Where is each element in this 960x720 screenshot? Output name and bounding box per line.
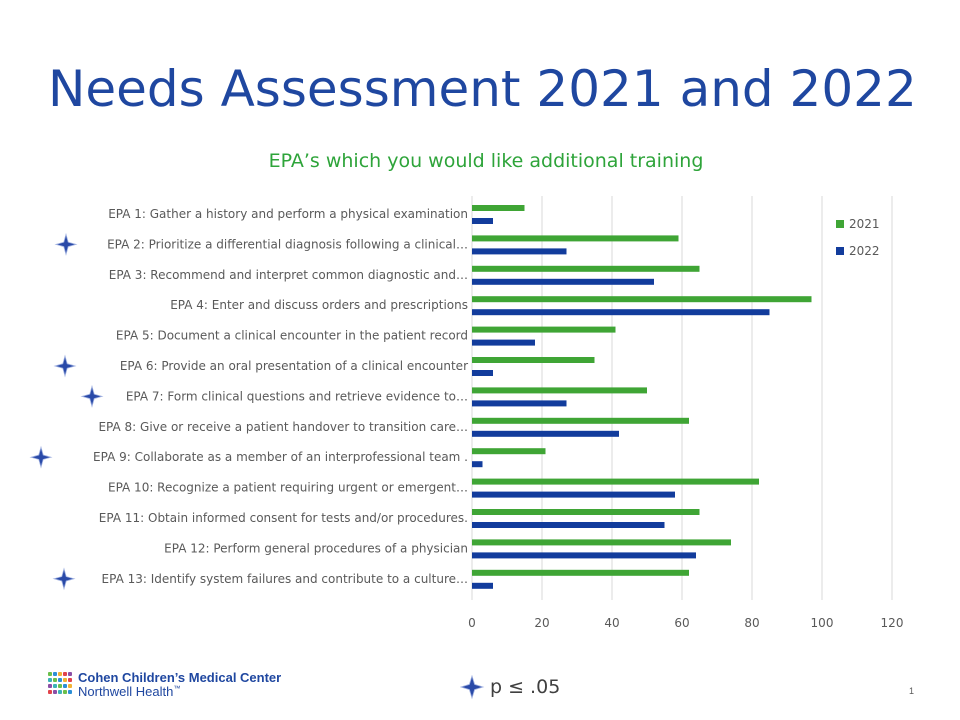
logo-dot [58, 678, 62, 682]
logo-dot [68, 672, 72, 676]
bar-2021 [472, 265, 700, 272]
bar-2022 [472, 218, 493, 224]
logo-dot [48, 678, 52, 682]
category-label: EPA 9: Collaborate as a member of an int… [93, 450, 468, 464]
x-tick-label: 0 [468, 616, 476, 630]
bar-2021 [472, 205, 525, 211]
category-labels: EPA 1: Gather a history and perform a ph… [93, 207, 468, 586]
significance-text: p ≤ .05 [490, 676, 561, 698]
category-label: EPA 11: Obtain informed consent for test… [99, 511, 468, 525]
category-label: EPA 13: Identify system failures and con… [102, 572, 468, 586]
logo-line1: Cohen Children’s Medical Center [78, 670, 282, 685]
category-label: EPA 4: Enter and discuss orders and pres… [170, 298, 468, 312]
slide-title: Needs Assessment 2021 and 2022 [48, 60, 917, 118]
category-label: EPA 10: Recognize a patient requiring ur… [108, 481, 468, 495]
bar-2022 [472, 248, 567, 255]
page-number: 1 [908, 686, 914, 696]
category-label: EPA 7: Form clinical questions and retri… [126, 389, 468, 403]
category-label: EPA 6: Provide an oral presentation of a… [120, 359, 468, 373]
logo-dot [53, 678, 57, 682]
x-tick-label: 100 [811, 616, 834, 630]
logo-dot [53, 684, 57, 688]
gridlines [471, 196, 893, 600]
category-label: EPA 5: Document a clinical encounter in … [116, 329, 468, 343]
x-tick-label: 60 [674, 616, 689, 630]
significance-star-icon [29, 445, 53, 469]
logo-dot [63, 672, 67, 676]
category-label: EPA 1: Gather a history and perform a ph… [108, 207, 468, 221]
bar-2021 [472, 326, 616, 333]
significance-star-icon [80, 384, 104, 408]
bar-2021 [472, 478, 759, 485]
significance-stars [29, 232, 104, 591]
bars [472, 205, 812, 589]
logo-dot [48, 672, 52, 676]
logo-dot [63, 684, 67, 688]
bar-2021 [472, 569, 689, 576]
logo-dot [68, 690, 72, 694]
bar-2021 [472, 387, 647, 394]
logo-dot [53, 672, 57, 676]
legend-label: 2022 [849, 244, 880, 258]
significance-star-icon [54, 232, 78, 256]
bar-2022 [472, 522, 665, 528]
bar-2022 [472, 339, 535, 346]
category-label: EPA 8: Give or receive a patient handove… [98, 420, 468, 434]
x-tick-label: 80 [744, 616, 759, 630]
logo-dot [48, 684, 52, 688]
bar-2022 [472, 430, 619, 437]
x-tick-label: 120 [881, 616, 904, 630]
chart-title: EPA’s which you would like additional tr… [268, 150, 704, 172]
significance-star-icon [53, 354, 77, 378]
bar-2022 [472, 582, 493, 589]
x-tick-label: 20 [534, 616, 549, 630]
bar-2021 [472, 357, 595, 363]
legend-label: 2021 [849, 217, 880, 231]
category-label: EPA 12: Perform general procedures of a … [164, 541, 468, 555]
legend: 2021 2022 [836, 217, 880, 258]
bar-2022 [472, 309, 770, 316]
logo-line2-text: Northwell Health [78, 684, 174, 699]
logo-dot [53, 690, 57, 694]
logo-trademark: ™ [173, 685, 181, 693]
logo-dot [48, 690, 52, 694]
logo-dot [63, 690, 67, 694]
bar-2021 [472, 417, 689, 424]
bar-2022 [472, 491, 675, 498]
bar-2022 [472, 552, 696, 559]
bar-2021 [472, 235, 679, 242]
category-label: EPA 3: Recommend and interpret common di… [109, 268, 468, 282]
bar-2022 [472, 461, 483, 468]
significance-star-icon [52, 567, 76, 591]
logo-mark-icon [48, 672, 74, 696]
bar-2021 [472, 448, 546, 455]
logo-dot [68, 684, 72, 688]
bar-2021 [472, 296, 812, 303]
bar-2022 [472, 400, 567, 407]
legend-swatch [836, 247, 844, 255]
logo-dot [63, 678, 67, 682]
bar-2021 [472, 539, 731, 546]
bar-2022 [472, 278, 654, 285]
logo-line2: Northwell Health™ [78, 684, 180, 699]
four-point-star-icon [460, 675, 485, 700]
logo-dot [58, 684, 62, 688]
category-label: EPA 2: Prioritize a differential diagnos… [107, 237, 468, 251]
logo-dot [58, 672, 62, 676]
x-tick-label: 40 [604, 616, 619, 630]
bar-2022 [472, 370, 493, 376]
legend-swatch [836, 220, 844, 228]
bar-2021 [472, 509, 700, 515]
x-axis-ticks: 0 20 40 60 80 100 120 [468, 616, 903, 630]
logo-dot [68, 678, 72, 682]
logo-dot [58, 690, 62, 694]
